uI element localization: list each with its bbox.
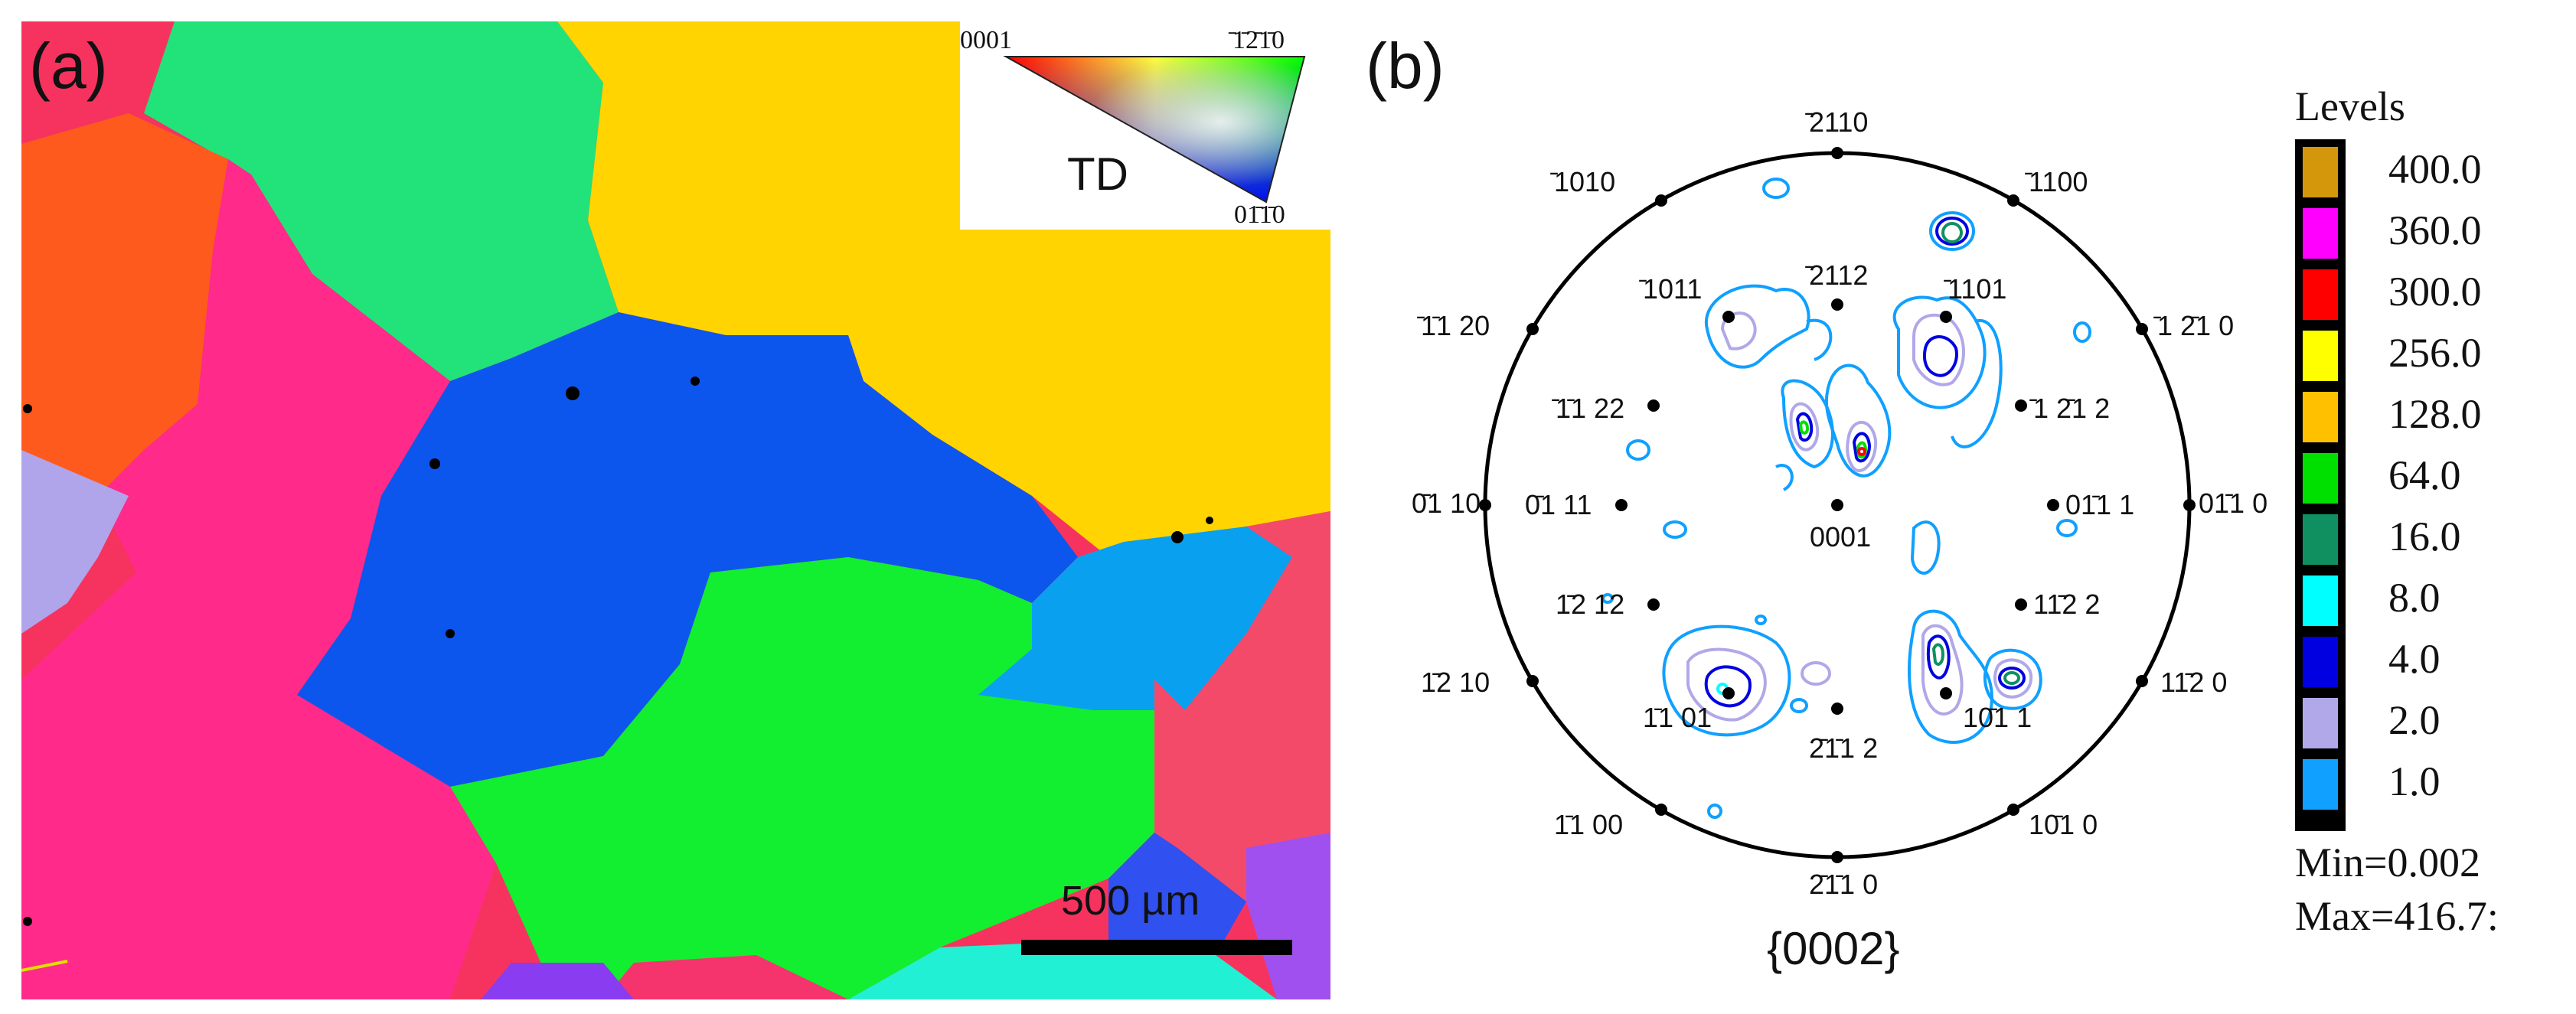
- panel-a-label: (a): [29, 30, 108, 102]
- legend-level-value: 128.0: [2388, 391, 2482, 437]
- legend-swatch-1: [2303, 208, 2338, 259]
- legend-level-value: 16.0: [2388, 514, 2461, 559]
- pole-label-1101-lower-left: 1̄1 01: [1643, 702, 1712, 733]
- legend-level-value: 64.0: [2388, 452, 2461, 498]
- legend-level-value: 400.0: [2388, 146, 2482, 192]
- scalebar-label: 500 µm: [1061, 878, 1200, 924]
- pole-label-0111-right: 01̄1 1: [2065, 489, 2134, 520]
- legend-level-value: 4.0: [2388, 636, 2441, 682]
- outer-pole-dots: [1479, 147, 2196, 863]
- pole-label-1212-right: ̄1 2̄1 2: [2029, 393, 2110, 424]
- pole-label-1010-upper-left: ̄1010: [1550, 166, 1615, 197]
- pole-figure: ̄2110 ̄1010 ̄1100 ̄1̄1 20 ̄1 2̄1 0 0̄1 1…: [1412, 106, 2267, 974]
- pole-label-2110-top: ̄2110: [1805, 106, 1868, 138]
- ipf-corner-1210: ̄1̄2̄1̄0: [1232, 26, 1285, 54]
- ipf-triangle: [1003, 56, 1306, 204]
- legend-swatch-4: [2303, 392, 2338, 442]
- grain-pink-bottom: [603, 955, 848, 999]
- legend-swatch-9: [2303, 698, 2338, 748]
- grain-violet-bottom-left: [481, 963, 634, 999]
- grain-pink-left: [21, 159, 496, 999]
- contour-cluster-lower-right: [1908, 520, 2042, 744]
- legend-swatch-8: [2303, 637, 2338, 687]
- contour-scatter: [1601, 178, 2091, 819]
- ipf-direction-label: TD: [1067, 148, 1128, 200]
- legend-swatch-6: [2303, 514, 2338, 565]
- pole-label-2112-bottom: 2̄1̄1 2: [1809, 732, 1878, 764]
- grain-blue-bottom-right: [1108, 833, 1246, 955]
- ipf-corner-0001: 0001: [960, 26, 1012, 54]
- pole-label-1011-upper-left: ̄1011: [1639, 273, 1702, 305]
- pole-label-1100-upper-right: ̄1100: [2025, 166, 2088, 197]
- pole-label-1100-lower-left: 1̄1 00: [1554, 809, 1623, 840]
- legend-swatch-3: [2303, 331, 2338, 381]
- pole-figure-panel: ̄2110 ̄1010 ̄1100 ̄1̄1 20 ̄1 2̄1 0 0̄1 1…: [1347, 0, 2576, 1014]
- pole-label-1120-left: ̄1̄1 20: [1417, 310, 1490, 341]
- grain-blue-center: [297, 312, 1078, 787]
- legend-swatch-2: [2303, 269, 2338, 320]
- contour-cluster-lower-left: [1662, 624, 1831, 737]
- ipf-corner-0110: 01̄1̄0: [1234, 201, 1285, 229]
- pole-label-2112-upper: ̄2112: [1805, 259, 1868, 291]
- pole-label-1122-left: ̄1̄1 22: [1552, 393, 1624, 424]
- pole-label-1011-lower-right: 10̄1 1: [1963, 702, 2032, 733]
- legend-level-value: 300.0: [2388, 269, 2482, 315]
- legend-max: Max=416.7:: [2295, 895, 2499, 937]
- legend-title: Levels: [2295, 83, 2405, 129]
- legend-level-value: 8.0: [2388, 575, 2441, 621]
- legend-level-value: 2.0: [2388, 697, 2441, 743]
- legend-level-value: 256.0: [2388, 330, 2482, 376]
- grain-green-bottom: [450, 557, 1154, 999]
- pole-label-1122-lower-right: 11̄2 2: [2033, 589, 2100, 620]
- pole-label-2110-bottom: 2̄1̄1 0: [1809, 869, 1878, 900]
- legend-swatch-0: [2303, 147, 2338, 197]
- pole-label-1210-right: ̄1 2̄1 0: [2153, 310, 2234, 341]
- legend-swatch-10: [2303, 759, 2338, 810]
- legend-level-value: 360.0: [2388, 207, 2482, 253]
- pole-label-1210-lower-left: 1̄2 10: [1421, 667, 1490, 698]
- contour-cluster-center: [1775, 364, 1892, 491]
- inner-pole-dots: [1615, 298, 2059, 715]
- grain-green-top: [144, 21, 619, 381]
- legend-level-value: 1.0: [2388, 758, 2441, 804]
- legend-swatch-5: [2303, 453, 2338, 504]
- legend-min: Min=0.002: [2295, 842, 2480, 883]
- grain-orange-left: [21, 113, 228, 511]
- pole-label-0111-left: 0̄1 11: [1525, 489, 1592, 520]
- contour-cluster-upper-left: [1704, 284, 1833, 369]
- grain-lavender-left: [21, 450, 129, 634]
- pole-label-0001-center: 0001: [1810, 521, 1871, 553]
- legend-swatch-7: [2303, 575, 2338, 626]
- panel-b-label: (b): [1366, 30, 1445, 102]
- legend-colorbar: [2295, 139, 2346, 831]
- grain-skyblue-right: [978, 527, 1292, 710]
- scalebar: [1021, 940, 1292, 955]
- pole-label-1120-lower-right: 11̄2 0: [2160, 667, 2227, 698]
- grain-yellow-top: [557, 21, 1330, 557]
- pole-label-0110-left-edge: 0̄1 10: [1412, 487, 1481, 519]
- ipf-color-key: 0001 ̄1̄2̄1̄0 01̄1̄0 TD: [960, 21, 1330, 230]
- pole-label-0110-right-edge: 01̄1 0: [2199, 487, 2267, 519]
- grain-violet-bottom-right: [1246, 833, 1330, 999]
- pole-figure-caption: {0002}: [1767, 923, 1900, 974]
- pole-label-1101-upper-right: ̄1101: [1944, 273, 2006, 305]
- pole-label-1212-lower-left: 1̄2 12: [1556, 589, 1624, 620]
- contour-cluster-upper-right: [1892, 211, 2003, 448]
- pole-label-1010-lower-right: 10̄1 0: [2029, 809, 2098, 840]
